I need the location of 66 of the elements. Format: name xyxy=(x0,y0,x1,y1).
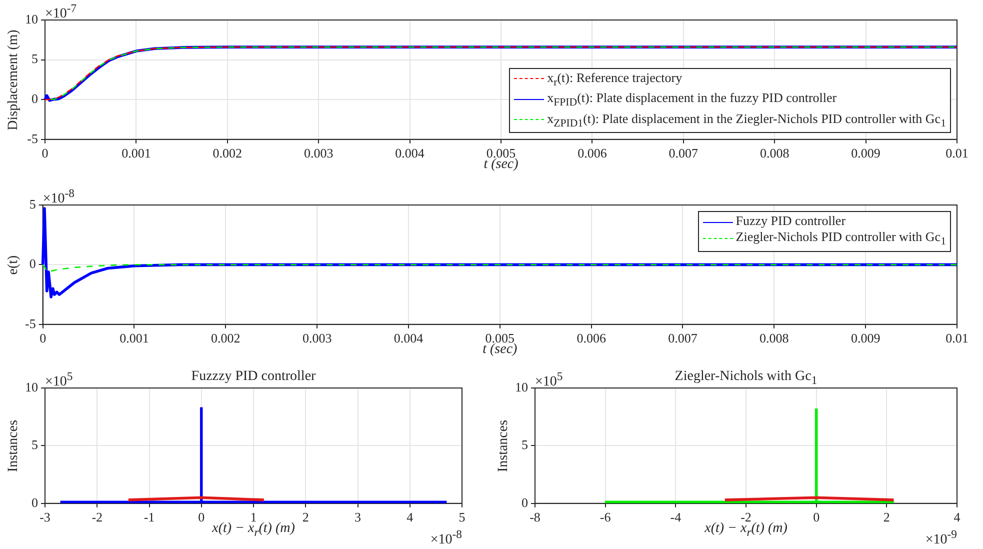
x-tick-label: 0.006 xyxy=(576,330,606,346)
y-tick-label: 0 xyxy=(32,91,38,106)
line-series xyxy=(42,264,958,273)
x-tick-label: -8 xyxy=(530,510,540,525)
x-tick-label: 2 xyxy=(302,510,309,525)
x-tick-label: 0.008 xyxy=(760,146,790,161)
y-tick-label: 5 xyxy=(522,437,528,452)
annotation: ×10$^{-7}$ xyxy=(45,1,77,22)
x-tick-label: -2 xyxy=(92,510,103,525)
y-tick-label: 10 xyxy=(25,379,38,394)
x-tick-label: 0.006 xyxy=(578,146,608,161)
y-axis-title: Instances xyxy=(496,420,512,472)
text: ×10$^{-8}$ xyxy=(430,527,462,549)
x-tick-label: 0 xyxy=(42,146,48,161)
x-tick-label: 2 xyxy=(883,510,890,525)
legend-label: x$_{FPID}$(t): Plate displacement in the fuzzy PID controller xyxy=(547,90,837,109)
chart-title: Ziegler-Nichols with Gc$_{1}$ xyxy=(674,369,818,389)
y-tick-label: 10 xyxy=(515,379,528,394)
chart-title: Fuzzzy PID controller xyxy=(191,369,316,385)
y-axis-title: e(t) xyxy=(6,254,22,274)
x-tick-label: 0.009 xyxy=(851,146,880,161)
x-tick-label: 0.004 xyxy=(394,330,424,346)
annotation: ×10$^{5}$ xyxy=(535,369,563,390)
x-tick-label: 0 xyxy=(813,510,820,525)
x-tick-label: 0.004 xyxy=(395,146,425,161)
x-tick-label: 4 xyxy=(954,510,961,525)
y-tick-label: -5 xyxy=(27,130,38,146)
annotation: ×10$^{5}$ xyxy=(45,369,73,390)
y-tick-label: 5 xyxy=(32,51,38,66)
y-tick-label: 0 xyxy=(32,494,38,510)
x-tick-label: 3 xyxy=(354,510,361,525)
x-tick-label: 0.01 xyxy=(946,330,968,346)
x-tick-label: 4 xyxy=(406,510,414,525)
x-tick-label: 0.002 xyxy=(212,146,242,161)
x-tick-label: 0.007 xyxy=(668,330,698,346)
x-tick-label: 0.003 xyxy=(302,330,332,346)
x-tick-label: -1 xyxy=(144,510,155,525)
x-tick-label: -3 xyxy=(40,510,50,525)
x-axis-title: t (sec) xyxy=(484,157,518,174)
y-tick-label: -5 xyxy=(24,316,36,331)
y-tick-label: 0 xyxy=(522,494,528,510)
x-axis-title: t (sec) xyxy=(482,342,518,358)
legend-label: x$_{r}$(t): Reference trajectory xyxy=(547,70,682,88)
x-tick-label: 0.007 xyxy=(668,146,699,161)
x-tick-label: 0 xyxy=(198,510,205,525)
x-tick-label: 0.009 xyxy=(850,330,880,346)
y-tick-label: 10 xyxy=(25,11,38,26)
text: ×10$^{-9}$ xyxy=(925,527,957,549)
x-tick-label: 0.008 xyxy=(760,330,789,346)
legend-label: x$_{ZPID1}$(t): Plate displacement in the Ziegler-Nichols PID controller with Gc$_{1}$ xyxy=(547,110,946,130)
x-tick-label: 5 xyxy=(458,510,466,525)
x-tick-label: 0.002 xyxy=(211,330,240,346)
x-tick-label: -6 xyxy=(600,510,612,525)
legend-label: Ziegler-Nichols PID controller with Gc$_{1}$ xyxy=(736,229,946,248)
x-tick-label: 0.01 xyxy=(946,146,968,161)
y-tick-label: 0 xyxy=(29,256,36,272)
annotation: ×10$^{-8}$ xyxy=(42,186,74,207)
x-tick-label: -4 xyxy=(670,510,682,525)
x-tick-label: 0.001 xyxy=(122,146,151,161)
y-axis-title: Instances xyxy=(6,420,22,472)
y-axis-title: Displacement (m) xyxy=(6,29,22,130)
x-tick-label: 0.001 xyxy=(120,330,149,346)
y-tick-label: 5 xyxy=(32,437,38,452)
y-tick-label: 5 xyxy=(29,196,36,212)
legend-label: Fuzzy PID controller xyxy=(736,213,846,228)
x-tick-label: 0.003 xyxy=(304,146,334,161)
